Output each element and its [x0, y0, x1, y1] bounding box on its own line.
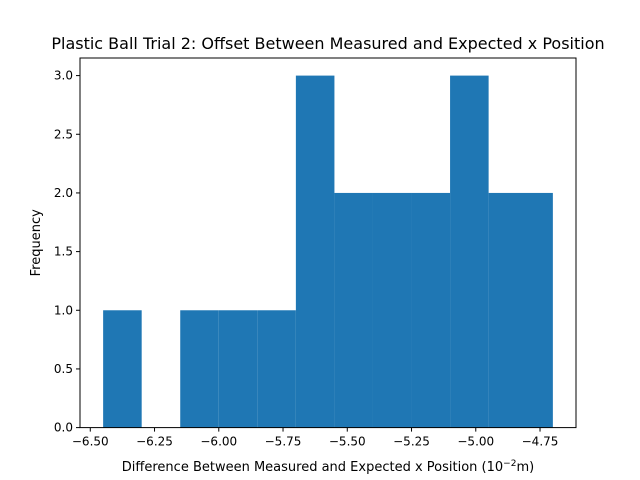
- y-tick-label: 1.5: [54, 245, 73, 259]
- histogram-bar: [488, 192, 553, 428]
- histogram-bar: [180, 310, 219, 428]
- x-tick-label: −6.25: [136, 435, 173, 449]
- y-tick-label: 0.0: [54, 421, 73, 435]
- histogram-bar: [411, 192, 451, 428]
- y-tick-label: 2.0: [54, 186, 73, 200]
- y-tick-label: 3.0: [54, 69, 73, 83]
- histogram-bar: [450, 75, 489, 428]
- x-axis-ticks: −6.50 −6.25 −6.00 −5.75 −5.50 −5.25 −5.00 −4.75: [72, 427, 559, 449]
- x-tick-label: −4.75: [522, 435, 559, 449]
- histogram-bar: [334, 192, 373, 428]
- x-tick-label: −5.75: [265, 435, 302, 449]
- x-tick-label: −5.00: [457, 435, 494, 449]
- x-tick-label: −6.50: [72, 435, 109, 449]
- x-axis-label: Difference Between Measured and Expected…: [122, 459, 534, 475]
- plot-frame: [79, 57, 577, 429]
- histogram-bar: [103, 310, 142, 428]
- chart-title: Plastic Ball Trial 2: Offset Between Mea…: [51, 34, 604, 53]
- histogram-bar: [372, 192, 412, 428]
- histogram-bar: [257, 310, 296, 428]
- y-axis-label: Frequency: [29, 209, 44, 276]
- x-tick-label: −5.50: [329, 435, 366, 449]
- y-axis-ticks: 0.0 0.5 1.0 1.5 2.0 2.5 3.0: [54, 69, 80, 435]
- y-tick-label: 2.5: [54, 127, 73, 141]
- y-tick-label: 0.5: [54, 362, 73, 376]
- histogram-bar: [218, 310, 258, 428]
- histogram-bar: [295, 75, 335, 428]
- histogram-bars: [103, 75, 553, 428]
- x-tick-label: −5.25: [393, 435, 430, 449]
- x-tick-label: −6.00: [200, 435, 237, 449]
- y-tick-label: 1.0: [54, 303, 73, 317]
